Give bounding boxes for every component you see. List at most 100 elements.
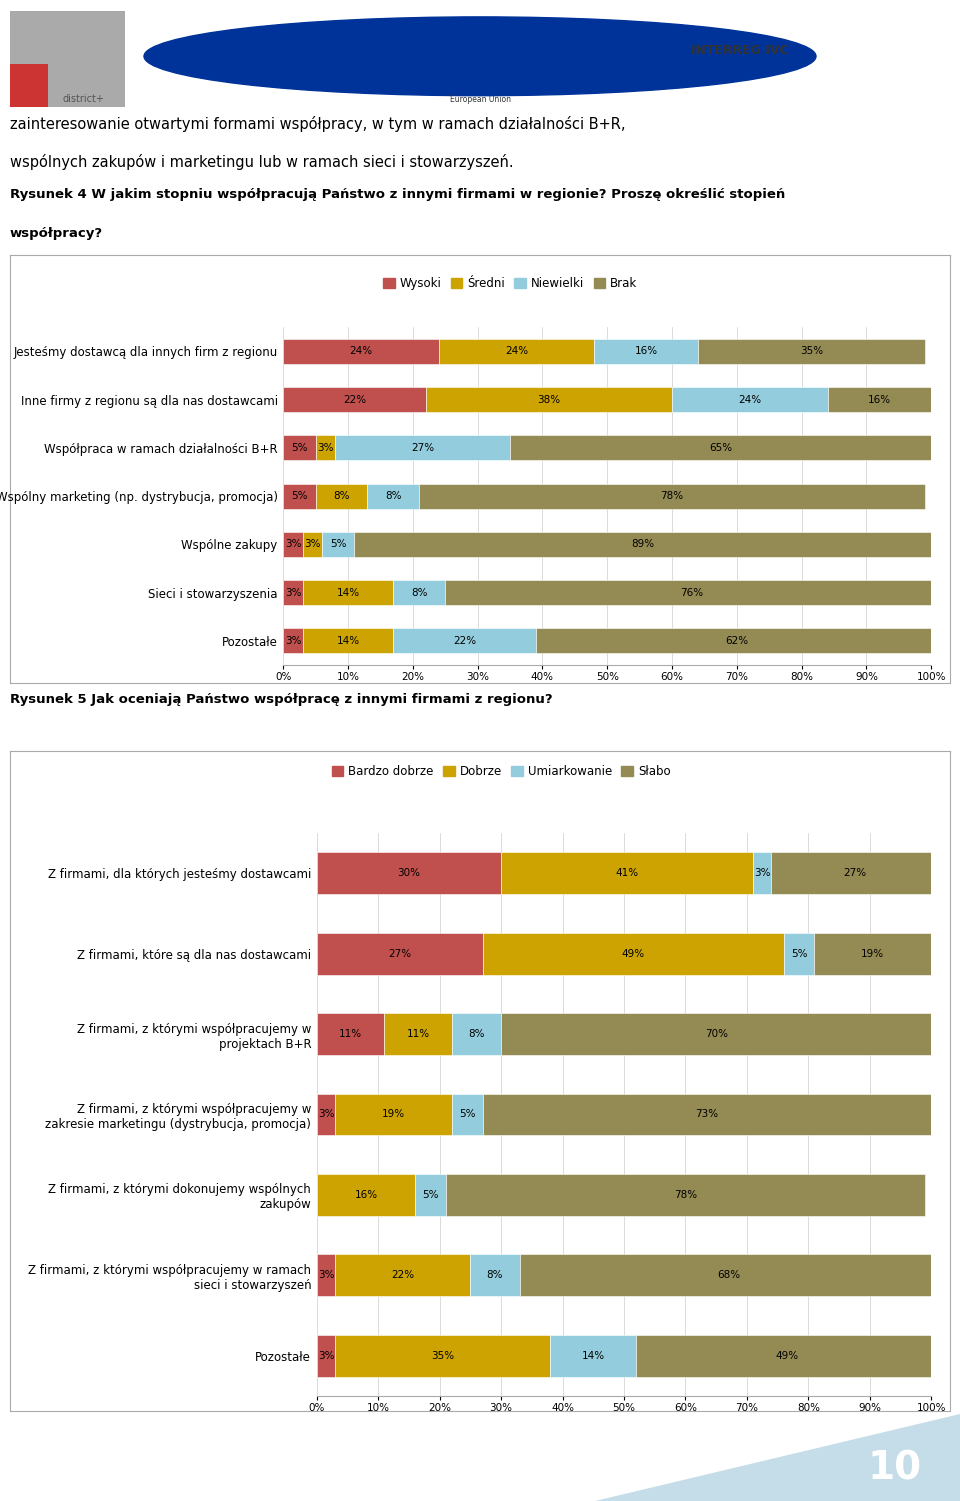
Text: 3%: 3% (285, 587, 301, 597)
Bar (420, 483, 924, 509)
Legend: Bardzo dobrze, Dobrze, Umiarkowanie, Słabo: Bardzo dobrze, Dobrze, Umiarkowanie, Sła… (327, 760, 675, 782)
Bar (335, 1334, 550, 1376)
Bar (302, 579, 394, 605)
Bar (698, 339, 924, 363)
Text: 68%: 68% (717, 1270, 740, 1280)
Text: 49%: 49% (622, 949, 645, 959)
Bar (10, 65, 48, 107)
Bar (302, 629, 394, 653)
Bar (317, 932, 483, 974)
Bar (317, 1255, 335, 1297)
Bar (283, 339, 439, 363)
Text: 30%: 30% (397, 868, 420, 878)
Bar (814, 932, 931, 974)
Bar (483, 1094, 931, 1135)
Text: 78%: 78% (674, 1190, 697, 1199)
Text: 8%: 8% (411, 587, 427, 597)
Bar (10, 11, 125, 107)
Text: 49%: 49% (776, 1351, 799, 1361)
Bar (316, 435, 335, 461)
Text: 89%: 89% (632, 539, 655, 549)
Text: 19%: 19% (861, 949, 884, 959)
Bar (283, 483, 316, 509)
Bar (426, 387, 672, 413)
Bar (594, 339, 698, 363)
Text: 41%: 41% (615, 868, 638, 878)
Text: 27%: 27% (411, 443, 434, 453)
Text: 3%: 3% (318, 1270, 334, 1280)
Text: 5%: 5% (791, 949, 807, 959)
Bar (302, 531, 322, 557)
Text: 24%: 24% (349, 347, 372, 356)
Text: INTERREG IVC: INTERREG IVC (691, 44, 789, 57)
Text: 16%: 16% (354, 1190, 377, 1199)
Text: 78%: 78% (660, 491, 684, 501)
Bar (335, 1255, 470, 1297)
Text: 5%: 5% (422, 1190, 439, 1199)
Text: 8%: 8% (385, 491, 401, 501)
Text: 35%: 35% (800, 347, 823, 356)
Bar (536, 629, 938, 653)
Text: European Union: European Union (449, 95, 511, 104)
Text: 70%: 70% (705, 1030, 728, 1039)
Text: 5%: 5% (291, 443, 307, 453)
Bar (636, 1334, 937, 1376)
Text: 10: 10 (868, 1450, 922, 1487)
Text: 8%: 8% (468, 1030, 485, 1039)
Text: Rysunek 5 Jak oceniają Państwo współpracę z innymi firmami z regionu?: Rysunek 5 Jak oceniają Państwo współprac… (10, 693, 552, 705)
Text: 22%: 22% (453, 636, 476, 645)
Text: współpracy?: współpracy? (10, 227, 103, 240)
Bar (317, 1334, 335, 1376)
Bar (317, 1174, 415, 1216)
Text: 24%: 24% (505, 347, 528, 356)
Text: 76%: 76% (680, 587, 703, 597)
Bar (283, 629, 302, 653)
Text: 65%: 65% (709, 443, 732, 453)
Text: 11%: 11% (339, 1030, 362, 1039)
Bar (783, 932, 814, 974)
Text: 73%: 73% (695, 1109, 718, 1120)
Text: wspólnych zakupów i marketingu lub w ramach sieci i stowarzyszeń.: wspólnych zakupów i marketingu lub w ram… (10, 153, 514, 170)
Bar (283, 387, 426, 413)
Text: zainteresowanie otwartymi formami współpracy, w tym w ramach działalności B+R,: zainteresowanie otwartymi formami współp… (10, 117, 625, 132)
Bar (519, 1255, 937, 1297)
Text: 14%: 14% (336, 587, 360, 597)
Text: 27%: 27% (388, 949, 411, 959)
Bar (317, 1094, 335, 1135)
Bar (394, 629, 536, 653)
Bar (354, 531, 931, 557)
Text: 5%: 5% (291, 491, 307, 501)
Text: 3%: 3% (318, 1351, 334, 1361)
Bar (335, 1094, 452, 1135)
Bar (828, 387, 931, 413)
Bar (470, 1255, 519, 1297)
Text: 62%: 62% (725, 636, 749, 645)
Bar (452, 1094, 483, 1135)
Text: 24%: 24% (738, 395, 761, 405)
Bar (672, 387, 828, 413)
Bar (415, 1174, 445, 1216)
Text: 35%: 35% (431, 1351, 454, 1361)
Bar (510, 435, 931, 461)
Bar (384, 1013, 452, 1055)
Bar (772, 853, 937, 895)
Bar (283, 435, 316, 461)
Text: 27%: 27% (843, 868, 866, 878)
Circle shape (144, 17, 816, 96)
Bar (283, 579, 302, 605)
Text: 3%: 3% (285, 539, 301, 549)
Text: 14%: 14% (336, 636, 360, 645)
Text: 22%: 22% (343, 395, 366, 405)
Text: 16%: 16% (868, 395, 891, 405)
Text: 5%: 5% (330, 539, 347, 549)
Bar (501, 853, 753, 895)
Text: 3%: 3% (304, 539, 321, 549)
Text: 8%: 8% (487, 1270, 503, 1280)
Text: 38%: 38% (538, 395, 561, 405)
Bar (316, 483, 368, 509)
Text: 16%: 16% (635, 347, 658, 356)
Bar (483, 932, 783, 974)
Bar (452, 1013, 501, 1055)
Bar (322, 531, 354, 557)
Text: 14%: 14% (582, 1351, 605, 1361)
